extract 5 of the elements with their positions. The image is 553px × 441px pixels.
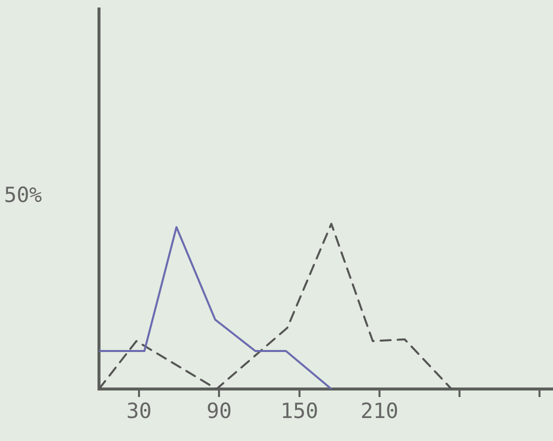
- x-tick-label: 210: [360, 399, 398, 424]
- x-tick-label: 90: [206, 399, 232, 424]
- text: 50%: [4, 183, 42, 207]
- x-tick-label: 150: [280, 399, 318, 424]
- x-tick-label: 30: [126, 399, 152, 424]
